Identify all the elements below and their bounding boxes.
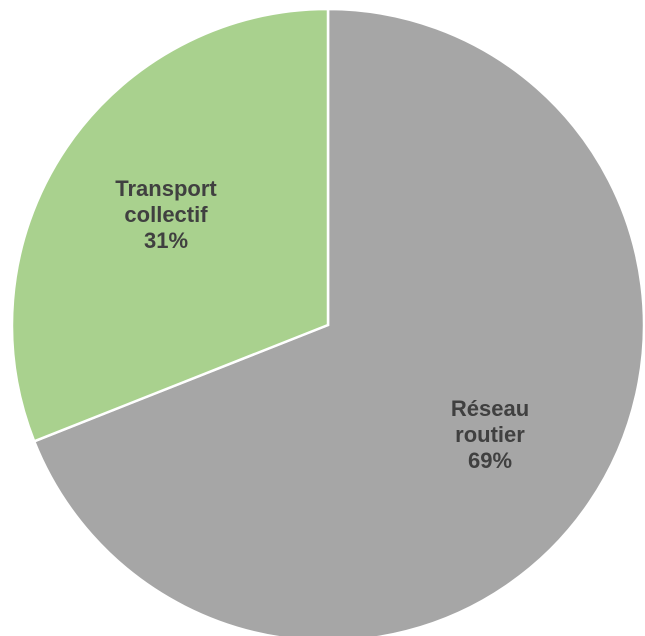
- pie-labels: Réseau routier 69% Transport collectif 31%: [115, 176, 529, 473]
- pie-label-percent: 31%: [144, 228, 188, 253]
- pie-label-line: collectif: [124, 202, 208, 227]
- pie-label-line: Transport: [115, 176, 217, 201]
- pie-label-reseau-routier: Réseau routier 69%: [451, 396, 529, 473]
- pie-label-line: routier: [455, 422, 525, 447]
- pie-slice-transport-collectif: [10, 7, 330, 443]
- pie-label-percent: 69%: [468, 448, 512, 473]
- pie-label-line: Réseau: [451, 396, 529, 421]
- pie-slices: [10, 7, 645, 636]
- pie-label-transport-collectif: Transport collectif 31%: [115, 176, 217, 253]
- pie-slice-reseau-routier: [32, 7, 645, 636]
